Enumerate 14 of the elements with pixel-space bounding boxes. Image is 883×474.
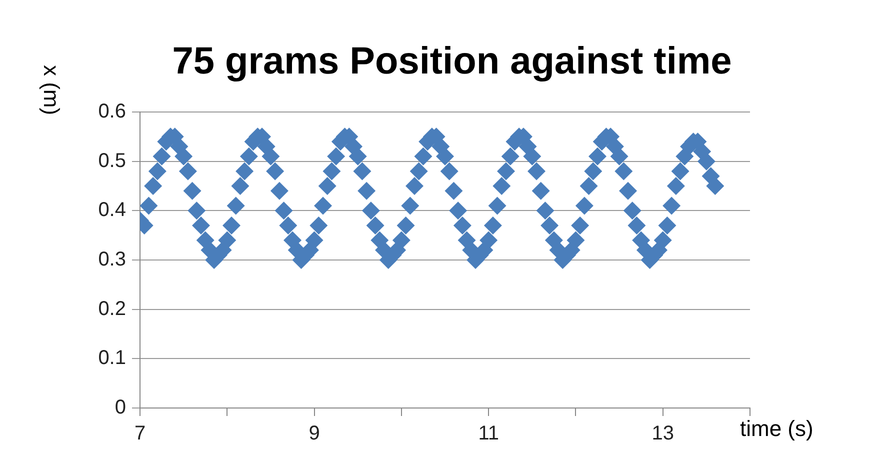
- x-tick-label: 11: [478, 422, 499, 445]
- y-tick-label: 0: [114, 396, 126, 419]
- x-axis-title: time (s): [740, 416, 814, 442]
- x-tick-label: 7: [134, 422, 146, 445]
- y-tick-label: 0.2: [98, 298, 126, 320]
- x-tick-label: 13: [652, 422, 674, 445]
- y-tick-label: 0.5: [98, 150, 126, 172]
- y-tick-label: 0.1: [98, 347, 126, 370]
- chart-title: 75 grams Position against time: [172, 40, 732, 82]
- y-axis-title: x (m): [38, 64, 64, 116]
- y-tick-label: 0.4: [98, 199, 126, 222]
- x-tick-label: 9: [308, 422, 320, 445]
- y-tick-label: 0.3: [98, 248, 126, 271]
- y-tick-label: 0.6: [98, 100, 126, 123]
